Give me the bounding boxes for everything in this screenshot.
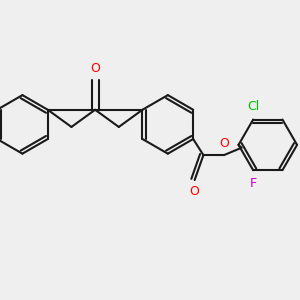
Text: F: F	[250, 177, 257, 190]
Text: O: O	[190, 185, 200, 198]
Text: O: O	[90, 62, 100, 75]
Text: Cl: Cl	[247, 100, 259, 113]
Text: O: O	[219, 137, 229, 150]
